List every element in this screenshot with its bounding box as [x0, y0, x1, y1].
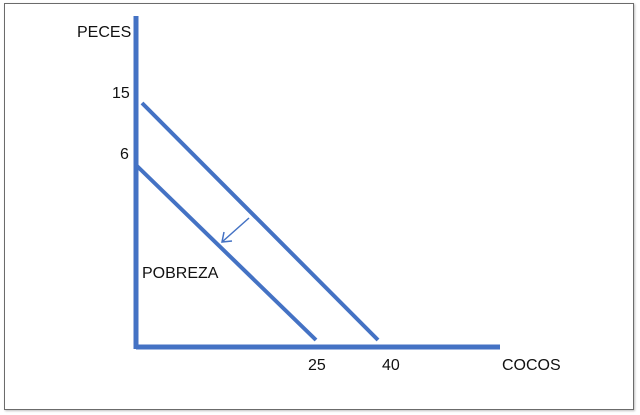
budget-line-original [140, 101, 380, 342]
y-tick-label: 6 [120, 146, 129, 163]
chart-frame [4, 3, 634, 410]
poverty-label: POBREZA [142, 265, 219, 282]
x-axis-label: COCOS [502, 357, 561, 374]
x-tick-label: 25 [308, 357, 326, 374]
budget-line-poverty [135, 164, 318, 342]
y-axis-label: PECES [77, 24, 131, 41]
y-tick-label: 15 [112, 85, 130, 102]
shift-arrow [221, 217, 250, 243]
x-tick-label: 40 [382, 357, 400, 374]
